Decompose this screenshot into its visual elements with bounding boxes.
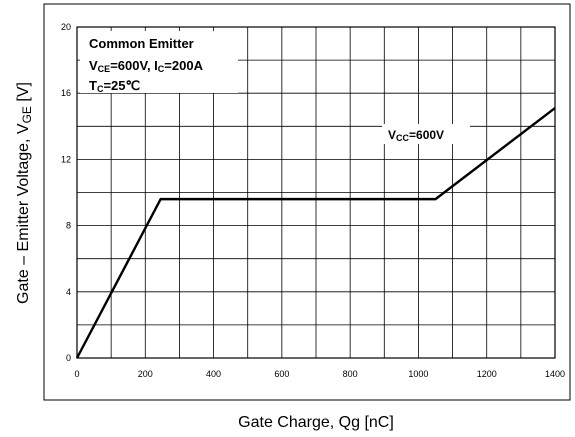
plot-area <box>76 26 556 359</box>
y-tick-label: 16 <box>61 88 71 98</box>
vcc-label: VCC=600V <box>388 128 444 143</box>
conditions-line-1: Common Emitter <box>89 36 194 51</box>
x-tick-label: 400 <box>206 369 221 379</box>
conditions-box <box>80 31 238 93</box>
x-tick-label: 200 <box>138 369 153 379</box>
y-tick-label: 0 <box>66 353 71 363</box>
y-tick-labels: 0 4 8 12 16 20 <box>61 22 71 363</box>
x-tick-label: 600 <box>274 369 289 379</box>
x-tick-label: 1000 <box>408 369 428 379</box>
y-tick-label: 12 <box>61 154 71 164</box>
figure-frame <box>43 3 571 401</box>
x-tick-label: 0 <box>74 369 79 379</box>
y-tick-label: 20 <box>61 22 71 32</box>
y-tick-label: 4 <box>66 287 71 297</box>
x-tick-labels: 0 200 400 600 800 1000 1200 1400 <box>74 369 565 379</box>
series-group <box>75 107 556 359</box>
vcc-label-box <box>382 124 470 144</box>
y-axis-label: Gate – Emitter Voltage, VGE [V] <box>15 82 34 304</box>
y-tick-label: 8 <box>66 221 71 231</box>
conditions-line-3: TC=25℃ <box>89 78 140 94</box>
series-line <box>75 107 556 359</box>
conditions-line-2: VCE=600V, IC=200A <box>89 58 204 74</box>
x-tick-label: 1200 <box>477 369 497 379</box>
x-tick-label: 800 <box>343 369 358 379</box>
x-axis-label: Gate Charge, Qg [nC] <box>238 414 394 431</box>
x-tick-label: 1400 <box>545 369 565 379</box>
grid <box>77 27 555 358</box>
